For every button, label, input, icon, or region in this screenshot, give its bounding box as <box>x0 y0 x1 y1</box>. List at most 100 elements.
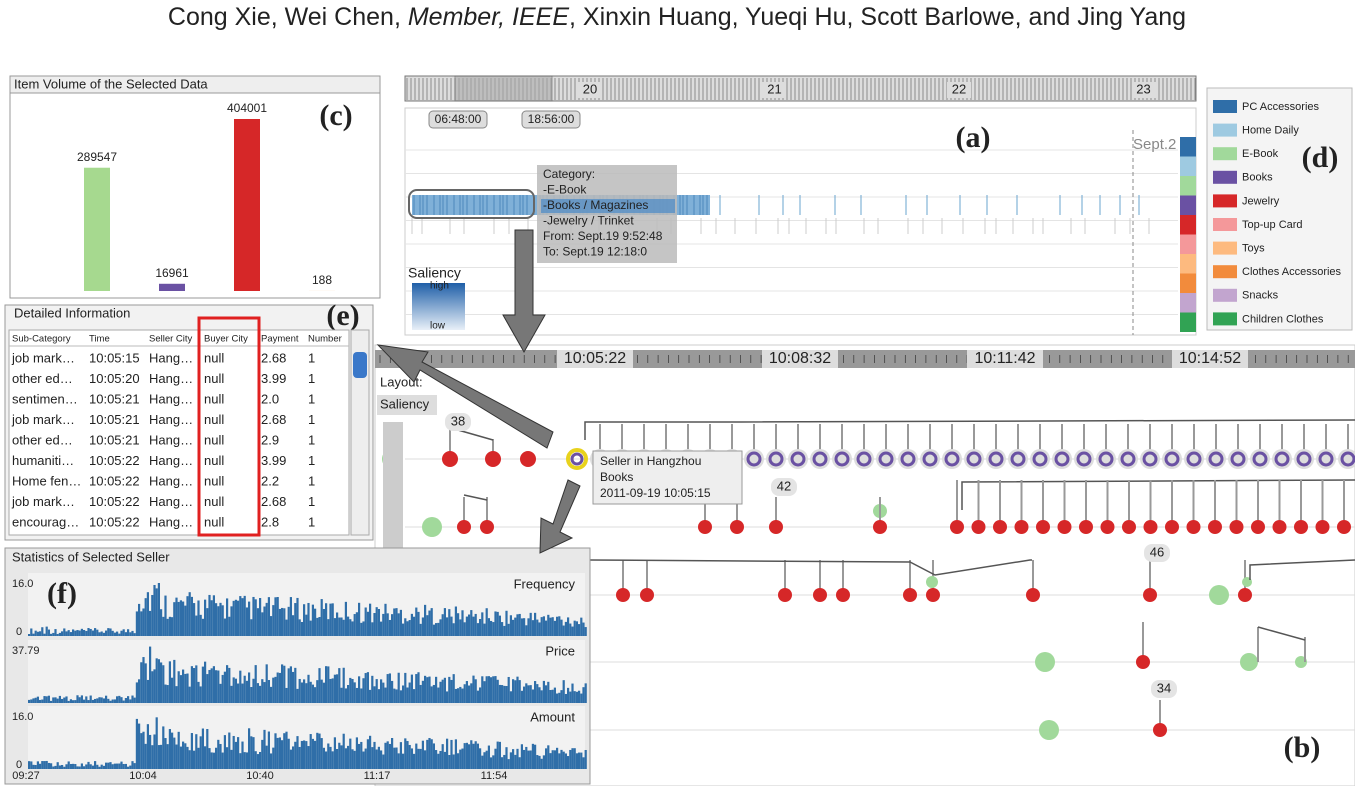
color-strip <box>1180 254 1196 274</box>
column-header: Number <box>308 334 342 345</box>
hist-bar <box>265 602 268 636</box>
hist-bar <box>193 603 196 636</box>
hist-bar <box>380 679 383 703</box>
tooltip-line: Seller in Hangzhou <box>600 454 701 468</box>
hist-bar <box>250 619 253 636</box>
link <box>961 479 1355 510</box>
hist-bar <box>503 754 506 769</box>
hist-bar <box>413 689 416 703</box>
hist-bar <box>512 749 515 769</box>
table-cell: Hang… <box>149 514 193 529</box>
hist-bar <box>215 747 218 769</box>
hist-bar <box>256 608 259 636</box>
hist-bar <box>162 665 165 703</box>
hist-bar <box>415 607 418 636</box>
time-tick: 10:08:32 <box>769 350 831 367</box>
hist-bar <box>523 618 526 636</box>
table-cell: 10:05:20 <box>89 371 140 386</box>
hist-bar <box>138 603 141 636</box>
event-dot <box>1153 723 1167 737</box>
hist-bar <box>338 668 341 703</box>
hist-bar <box>171 617 174 636</box>
hist-bar <box>353 682 356 703</box>
hist-bar <box>325 666 328 703</box>
hist-bar <box>133 763 136 769</box>
event-dot <box>640 588 654 602</box>
hist-bar <box>318 733 321 769</box>
event-ring <box>1032 451 1048 467</box>
hist-bar <box>492 622 495 636</box>
hist-bar <box>276 672 279 703</box>
hist-bar <box>501 757 504 769</box>
hist-bar <box>259 685 262 703</box>
event-ring <box>1252 451 1268 467</box>
hist-bar <box>430 686 433 703</box>
hist-bar <box>74 700 77 703</box>
range-handle[interactable] <box>521 110 581 129</box>
hist-bar <box>135 611 138 636</box>
hist-bar <box>518 757 521 769</box>
hist-bar <box>69 763 72 769</box>
hist-bar <box>296 688 299 703</box>
range-handle[interactable] <box>428 110 488 129</box>
hist-bar <box>481 612 484 636</box>
hist-bar <box>494 676 497 703</box>
hist-bar <box>223 735 226 769</box>
saliency-gradient <box>412 283 465 330</box>
table-cell: 10:05:15 <box>89 350 140 365</box>
hist-bar <box>32 764 35 769</box>
count-label: 34 <box>1157 680 1171 695</box>
hist-bar <box>536 619 539 636</box>
hist-bar <box>408 620 411 636</box>
hist-bar <box>270 753 273 769</box>
bar-value: 188 <box>312 273 332 287</box>
hist-bar <box>531 689 534 703</box>
hist-bar <box>556 693 559 703</box>
event-ring <box>1340 451 1355 467</box>
scroll-thumb[interactable] <box>353 352 367 378</box>
hist-bar <box>243 595 246 636</box>
hist-bar <box>494 611 497 636</box>
event-dot <box>926 588 940 602</box>
hist-bar <box>107 628 110 636</box>
hist-bar <box>485 750 488 769</box>
hist-bar <box>245 680 248 703</box>
hist-bar <box>465 742 468 769</box>
hist-bar <box>419 748 422 769</box>
hist-bar <box>270 686 273 703</box>
tooltip-line: -E-Book <box>543 183 587 197</box>
hist-bar <box>32 698 35 703</box>
range-selection[interactable] <box>454 75 553 102</box>
hist-bar <box>485 608 488 636</box>
hist-bar <box>36 631 39 636</box>
hist-bar <box>228 732 231 769</box>
hist-bar <box>160 744 163 769</box>
scrollbar[interactable] <box>350 329 370 536</box>
table-cell: 10:05:21 <box>89 432 140 447</box>
hist-bar <box>553 620 556 636</box>
hist-bar <box>525 625 528 636</box>
hist-bar <box>208 594 211 636</box>
hist-bar <box>226 665 229 703</box>
hist-bar <box>102 632 105 636</box>
tick-bg <box>1131 82 1156 98</box>
hist-bar <box>87 761 90 769</box>
legend-swatch <box>1213 194 1237 208</box>
hist-bar <box>448 609 451 636</box>
hist-bar <box>140 611 143 636</box>
hist-bar <box>380 750 383 769</box>
tooltip-line: Category: <box>543 167 595 181</box>
hist-bar <box>219 683 222 703</box>
hist-bar <box>393 608 396 636</box>
saliency-button[interactable] <box>377 395 437 415</box>
hist-bar <box>479 748 482 769</box>
hist-bar <box>281 740 284 769</box>
column-header: Payment <box>261 334 299 345</box>
hist-bar <box>190 596 193 636</box>
hist-bar <box>465 681 468 703</box>
hist-bar <box>377 746 380 769</box>
hist-bar <box>454 739 457 769</box>
hist-bar <box>63 628 66 636</box>
panel-f-content: Frequency16.00Price37.79Amount16.0009:27… <box>12 573 587 782</box>
panel-label: (f) <box>47 577 77 610</box>
